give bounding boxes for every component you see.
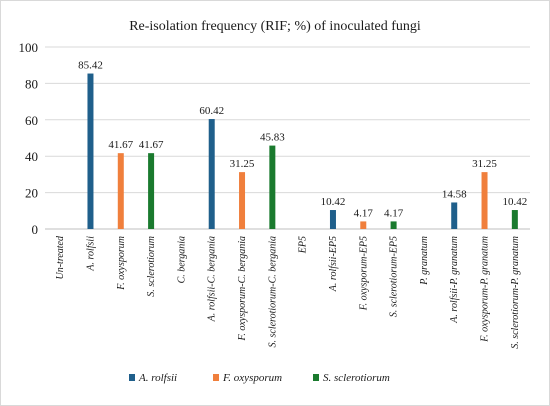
gridlines bbox=[45, 46, 530, 230]
bar bbox=[451, 202, 458, 229]
x-tick-label: P. granatum bbox=[419, 236, 430, 286]
x-tick-label: A. rolfsii bbox=[85, 236, 96, 272]
x-tick-label: F. oxysporum-P. granatum bbox=[480, 236, 491, 343]
bar bbox=[117, 153, 124, 229]
bar bbox=[148, 153, 155, 229]
chart-title: Re-isolation frequency (RIF; %) of inocu… bbox=[129, 19, 421, 34]
y-tick-label: 0 bbox=[32, 222, 39, 237]
data-label: 4.17 bbox=[384, 207, 404, 219]
y-tick-label: 20 bbox=[25, 186, 38, 201]
x-tick-label: F. oxysporum-C. bergania bbox=[237, 236, 248, 341]
x-tick-label: Un-treated bbox=[55, 235, 66, 280]
data-label: 10.42 bbox=[321, 196, 346, 208]
x-tick-label: S. sclerotiorum-EP5 bbox=[389, 236, 400, 317]
y-axis-ticks: 0 20 40 60 80 100 bbox=[19, 40, 39, 237]
legend-swatch bbox=[213, 374, 219, 381]
data-labels: 85.42 60.42 10.42 14.58 41.67 31.25 4.17 31.25 4… bbox=[78, 60, 527, 220]
y-tick-label: 80 bbox=[25, 76, 38, 91]
legend-label: A. rolfsii bbox=[138, 372, 177, 384]
bar bbox=[360, 221, 367, 229]
legend-label: S. sclerotiorum bbox=[323, 372, 390, 384]
data-label: 45.83 bbox=[260, 132, 285, 144]
y-tick-label: 60 bbox=[25, 113, 38, 128]
bars bbox=[87, 73, 518, 229]
x-tick-label: A. rolfsii-EP5 bbox=[328, 236, 339, 292]
bar bbox=[329, 210, 336, 229]
data-label: 41.67 bbox=[139, 139, 164, 151]
x-tick-label: S. sclerotiorum-P. granatum bbox=[510, 236, 521, 349]
data-label: 31.25 bbox=[472, 158, 497, 170]
bar bbox=[87, 73, 94, 229]
x-tick-label: C. bergania bbox=[176, 236, 187, 283]
bar bbox=[269, 145, 276, 229]
y-tick-label: 40 bbox=[25, 149, 38, 164]
legend-swatch bbox=[313, 374, 319, 381]
data-label: 4.17 bbox=[354, 207, 374, 219]
data-label: 14.58 bbox=[442, 188, 467, 200]
legend-label: F. oxysporum bbox=[222, 372, 282, 384]
data-label: 41.67 bbox=[108, 139, 133, 151]
bar bbox=[390, 221, 397, 229]
data-label: 60.42 bbox=[199, 105, 224, 117]
x-tick-label: EP5 bbox=[298, 236, 309, 254]
x-tick-label: S. sclerotiorum-C. bergania bbox=[267, 236, 278, 347]
data-label: 10.42 bbox=[502, 196, 527, 208]
x-tick-label: F. oxysporum bbox=[116, 236, 127, 291]
x-tick-label: A. rolfsii-P. granatum bbox=[449, 236, 460, 324]
bar bbox=[481, 172, 488, 229]
x-axis-ticks: Un-treated A. rolfsii F. oxysporum S. scler… bbox=[55, 235, 521, 349]
x-tick-label: A. rolfsii-C. bergania bbox=[207, 236, 218, 322]
bar bbox=[511, 210, 518, 229]
y-tick-label: 100 bbox=[19, 40, 39, 55]
legend-swatch bbox=[129, 374, 135, 381]
data-label: 85.42 bbox=[78, 60, 103, 72]
bar bbox=[239, 172, 246, 229]
data-label: 31.25 bbox=[230, 158, 255, 170]
bar bbox=[208, 119, 215, 229]
legend: A. rolfsii F. oxysporum S. sclerotiorum bbox=[129, 372, 390, 384]
x-tick-label: F. oxysporum-EP5 bbox=[358, 236, 369, 311]
x-tick-label: S. sclerotiorum bbox=[146, 236, 157, 297]
